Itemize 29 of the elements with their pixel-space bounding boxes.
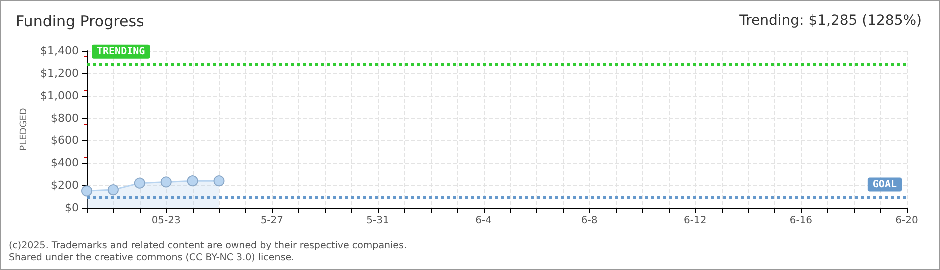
- point: [160, 176, 172, 188]
- text: (c)2025. Trademarks and related content are owned by their respective companies.: [9, 240, 407, 252]
- x-tick-label: 6-16: [790, 216, 813, 226]
- point: [108, 184, 119, 196]
- x-tick-label: 5-27: [260, 216, 284, 226]
- ref-line-label: GOAL: [872, 179, 897, 190]
- y-tick-label: $1,200: [40, 66, 79, 80]
- y-tick-label: $200: [51, 179, 79, 192]
- x-tick-label: 6-20: [896, 216, 918, 226]
- y-axis-title: PLEDGED: [20, 108, 30, 151]
- chart-subtitle: Trending: $1,285 (1285%): [738, 13, 922, 29]
- x-tick-label: 5-31: [366, 216, 390, 226]
- text: Shared under the creative commons (CC BY-NC 3.0) license.: [9, 252, 295, 264]
- chart-title: Funding Progress: [16, 12, 145, 30]
- x-tick-label: 6-8: [581, 216, 598, 226]
- point: [187, 176, 198, 187]
- y-tick-label: $800: [51, 112, 79, 125]
- point: [82, 186, 92, 197]
- y-tick-label: $1,000: [40, 89, 79, 102]
- point: [214, 176, 225, 187]
- y-tick-label: $600: [51, 134, 79, 148]
- y-tick-label: $400: [51, 156, 79, 170]
- x-tick-label: 05-23: [152, 216, 181, 226]
- y-tick-label: $1,400: [40, 44, 79, 58]
- x-tick-label: 6-4: [476, 216, 492, 226]
- y-tick-label: $0: [65, 202, 79, 214]
- x-tick-label: 6-12: [684, 216, 707, 226]
- ref-line-label: TRENDING: [97, 46, 146, 58]
- point: [134, 178, 146, 189]
